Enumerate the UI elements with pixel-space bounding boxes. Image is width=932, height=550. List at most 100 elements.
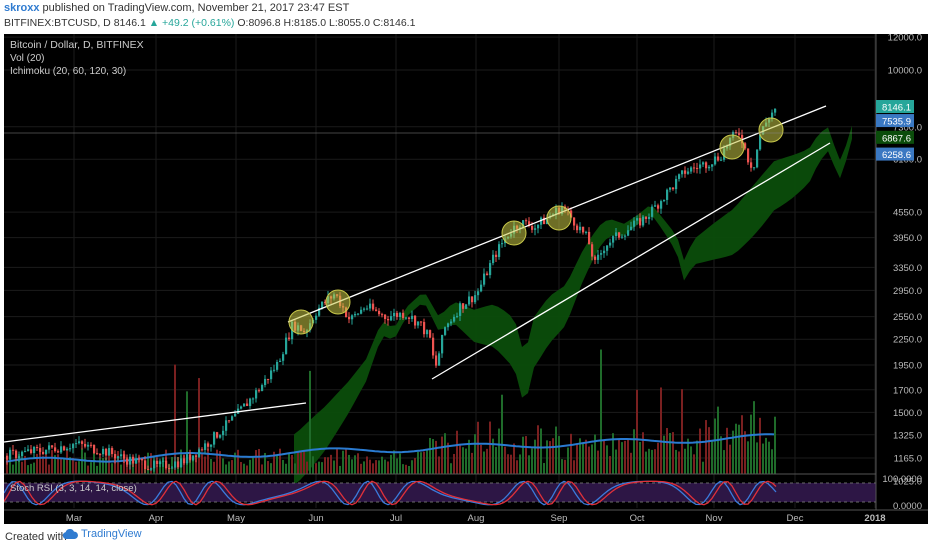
candle-body (588, 231, 591, 245)
candle-body (636, 218, 639, 221)
candle-body (201, 449, 204, 451)
price-tag-box (876, 114, 914, 128)
volume-bar (735, 423, 737, 474)
volume-bar (456, 430, 458, 474)
volume-bar (642, 432, 644, 474)
volume-bar (762, 443, 764, 474)
volume-bar (603, 440, 605, 474)
volume-bar (384, 459, 386, 474)
time-axis-bg (4, 510, 928, 524)
volume-bar (78, 461, 80, 474)
volume-bar (567, 447, 569, 474)
candle-body (579, 226, 582, 231)
candle-body (282, 354, 285, 361)
volume-bar (645, 451, 647, 474)
candle-body (183, 458, 186, 464)
volume-bar (639, 441, 641, 474)
candle-body (87, 444, 90, 447)
candle-body (612, 236, 615, 243)
volume-bar (315, 463, 317, 474)
volume-bar (273, 451, 275, 474)
volume-bar (33, 462, 35, 474)
candle-body (177, 461, 180, 468)
volume-bar (636, 389, 638, 474)
candle-body (234, 413, 237, 417)
time-axis[interactable]: Mar Apr May Jun Jul Aug Sep Oct Nov Dec 2018 (4, 509, 928, 524)
volume-bar (558, 436, 560, 474)
volume-bar (498, 428, 500, 474)
candle-body (705, 162, 708, 169)
candle-body (690, 167, 693, 172)
volume-bar (120, 464, 122, 474)
volume-bar (462, 447, 464, 474)
candle-body (747, 148, 750, 163)
low-value: L:8055.0 (329, 17, 370, 29)
volume-bar (72, 457, 74, 474)
volume-bar (417, 451, 419, 474)
candle-body (444, 327, 447, 335)
volume-bar (243, 463, 245, 474)
volume-bar (117, 451, 119, 474)
volume-bar (648, 448, 650, 474)
candle-body (147, 469, 150, 471)
candle-body (351, 315, 354, 320)
price-tag-label: 8146.1 (882, 103, 911, 114)
last-price: 8146.1 (113, 17, 146, 29)
volume-bar (141, 464, 143, 474)
volume-bar (9, 461, 11, 474)
candle-body (6, 455, 9, 460)
highlight-circles (288, 117, 784, 335)
candle-body (93, 444, 96, 454)
time-tick-label: 2018 (864, 513, 885, 524)
price-tick-label: 2550.0 (893, 312, 922, 323)
author-link[interactable]: skroxx (4, 2, 40, 14)
candle-body (210, 444, 213, 447)
candle-body (135, 458, 138, 464)
candle-body (447, 323, 450, 328)
price-tick-label: 1165.0 (894, 454, 922, 465)
candle-body (207, 443, 210, 447)
volume-bar (18, 454, 20, 474)
volume-bar (339, 465, 341, 474)
candle-body (21, 451, 24, 457)
stoch-rsi-pane (3, 473, 928, 506)
chart-area[interactable]: 14000.012000.010000.07300.06100.04550.03… (3, 5, 928, 524)
volume-bar (519, 454, 521, 474)
candle-body (753, 167, 756, 169)
volume-bar (657, 442, 659, 474)
volume-bar (84, 452, 86, 474)
candle-body (432, 337, 435, 356)
candle-body (381, 314, 384, 316)
volume-bar (720, 436, 722, 474)
candle-body (450, 321, 453, 324)
volume-bar (138, 454, 140, 474)
candle-body (477, 291, 480, 296)
price-tick-label: 3350.0 (893, 263, 922, 274)
price-chart[interactable]: 14000.012000.010000.07300.06100.04550.03… (3, 5, 928, 524)
volume-bar (651, 449, 653, 474)
candle-body (531, 225, 534, 230)
candle-body (642, 216, 645, 226)
candle-body (474, 295, 477, 303)
candle-body (315, 315, 318, 320)
volume-bar (51, 450, 53, 474)
candle-body (417, 321, 420, 326)
volume-bar (282, 459, 284, 474)
candle-body (528, 221, 531, 226)
candle-body (126, 458, 129, 465)
volume-bar (693, 454, 695, 474)
candle-body (651, 206, 654, 217)
cloud-fill (294, 125, 852, 486)
volume-bar (303, 450, 305, 474)
candle-body (456, 315, 459, 317)
volume-bar (768, 441, 770, 474)
candle-body (654, 205, 657, 207)
tradingview-brand[interactable]: TradingView (62, 528, 142, 540)
price-tag-label: 6867.6 (882, 133, 911, 144)
volume-bar (468, 439, 470, 474)
candle-body (324, 301, 327, 304)
volume-bar (132, 461, 134, 474)
candle-body (483, 273, 486, 285)
price-axis[interactable]: 14000.012000.010000.07300.06100.04550.03… (875, 5, 928, 512)
volume-bar (195, 453, 197, 474)
